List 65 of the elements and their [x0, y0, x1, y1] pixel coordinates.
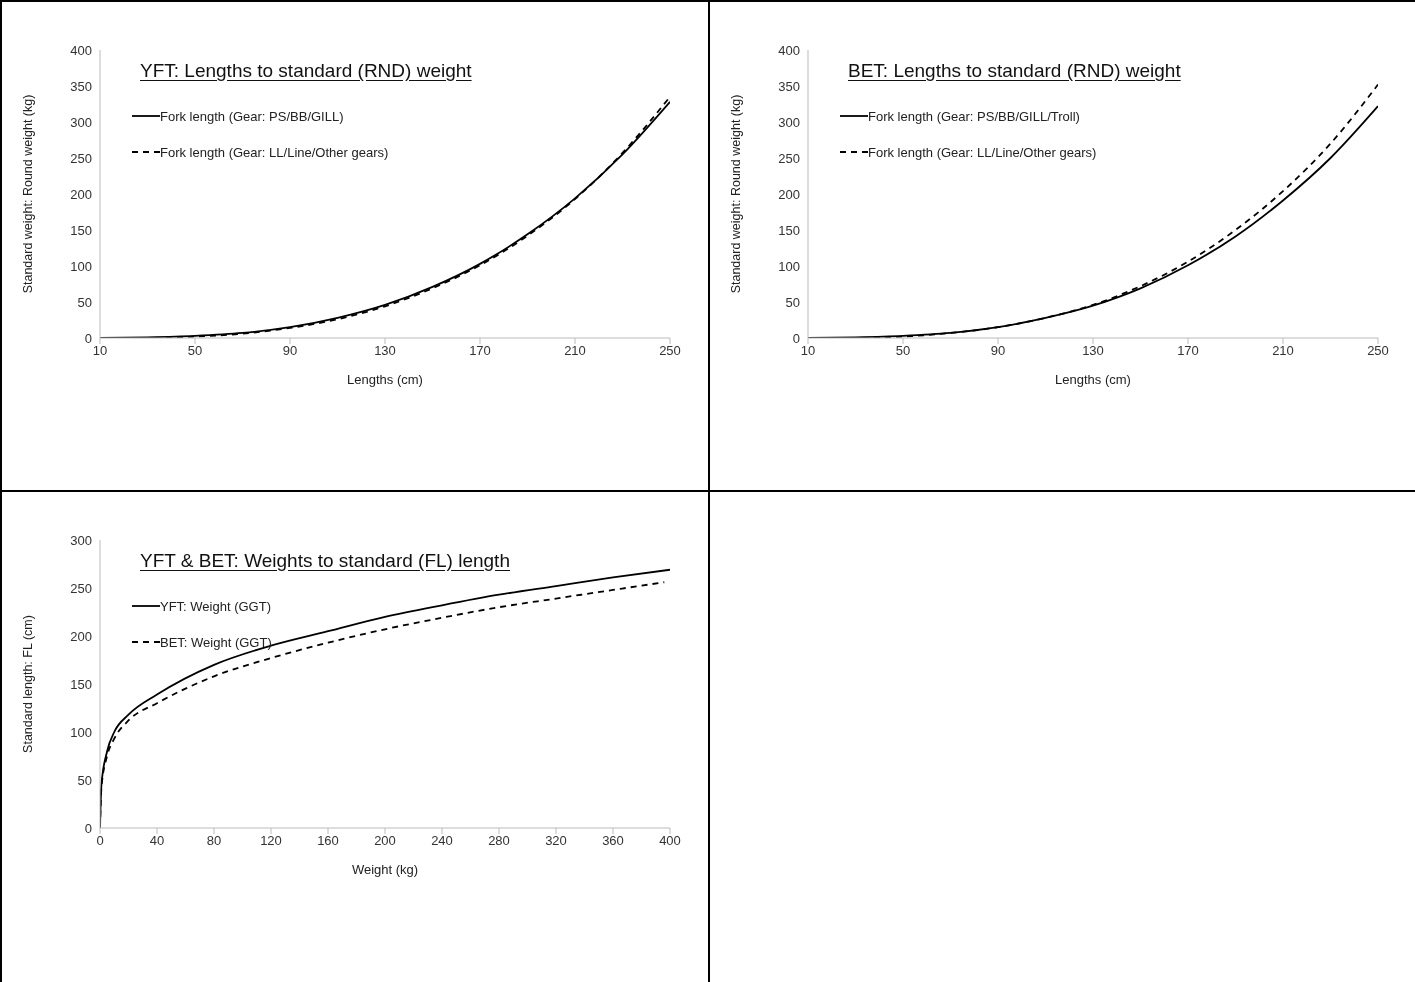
legend-label: Fork length (Gear: PS/BB/GILL): [160, 108, 344, 124]
x-tick-label: 170: [1177, 343, 1199, 359]
x-tick-label: 240: [431, 833, 453, 849]
y-tick-label: 300: [70, 114, 92, 130]
x-tick-label: 360: [602, 833, 624, 849]
legend-label: YFT: Weight (GGT): [160, 598, 271, 614]
x-axis-title: Lengths (cm): [347, 372, 423, 387]
legend-label: Fork length (Gear: LL/Line/Other gears): [868, 144, 1097, 160]
x-tick-label: 130: [374, 343, 396, 359]
x-tick-label: 0: [96, 833, 104, 849]
y-tick-label: 100: [70, 724, 92, 740]
y-axis-title: Standard length: FL (cm): [21, 615, 36, 753]
x-tick-label: 210: [564, 343, 586, 359]
x-tick-label: 170: [469, 343, 491, 359]
y-tick-label: 200: [70, 628, 92, 644]
x-tick-label: 130: [1082, 343, 1104, 359]
y-tick-label: 300: [778, 114, 800, 130]
legend-label: BET: Weight (GGT): [160, 634, 272, 650]
legend-label: Fork length (Gear: LL/Line/Other gears): [160, 144, 389, 160]
x-tick-label: 80: [206, 833, 222, 849]
y-tick-label: 150: [70, 222, 92, 238]
y-tick-label: 200: [778, 186, 800, 202]
text: YFT: Lengths to standard (RND) weight: [140, 60, 472, 82]
x-tick-label: 10: [92, 343, 108, 359]
text: YFT & BET: Weights to standard (FL) length: [140, 550, 510, 572]
y-tick-label: 0: [792, 330, 800, 346]
text: BET: Lengths to standard (RND) weight: [848, 60, 1181, 82]
x-tick-label: 90: [282, 343, 298, 359]
x-tick-label: 320: [545, 833, 567, 849]
y-tick-label: 400: [778, 42, 800, 58]
y-tick-label: 100: [778, 258, 800, 274]
y-tick-label: 350: [778, 78, 800, 94]
x-tick-label: 210: [1272, 343, 1294, 359]
y-tick-label: 350: [70, 78, 92, 94]
y-tick-label: 50: [77, 772, 92, 788]
x-tick-label: 400: [659, 833, 681, 849]
x-tick-label: 50: [895, 343, 911, 359]
x-tick-label: 40: [149, 833, 165, 849]
y-axis-title: Standard weight: Round weight (kg): [729, 94, 744, 294]
y-tick-label: 100: [70, 258, 92, 274]
y-tick-label: 400: [70, 42, 92, 58]
legend-label: Fork length (Gear: PS/BB/GILL/Troll): [868, 108, 1080, 124]
y-tick-label: 300: [70, 532, 92, 548]
x-tick-label: 90: [990, 343, 1006, 359]
x-tick-label: 160: [317, 833, 339, 849]
x-tick-label: 250: [659, 343, 681, 359]
y-tick-label: 250: [70, 150, 92, 166]
y-tick-label: 50: [77, 294, 92, 310]
x-axis-title: Weight (kg): [351, 862, 419, 877]
y-tick-label: 150: [778, 222, 800, 238]
y-tick-label: 200: [70, 186, 92, 202]
y-tick-label: 0: [84, 330, 92, 346]
x-tick-label: 200: [374, 833, 396, 849]
y-tick-label: 50: [785, 294, 800, 310]
x-axis-title: Lengths (cm): [1055, 372, 1131, 387]
x-tick-label: 250: [1367, 343, 1389, 359]
x-tick-label: 280: [488, 833, 510, 849]
x-tick-label: 120: [260, 833, 282, 849]
x-tick-label: 50: [187, 343, 203, 359]
y-tick-label: 0: [84, 820, 92, 836]
y-axis-title: Standard weight: Round weight (kg): [21, 94, 36, 294]
y-tick-label: 150: [70, 676, 92, 692]
y-tick-label: 250: [70, 580, 92, 596]
x-tick-label: 10: [800, 343, 816, 359]
y-tick-label: 250: [778, 150, 800, 166]
